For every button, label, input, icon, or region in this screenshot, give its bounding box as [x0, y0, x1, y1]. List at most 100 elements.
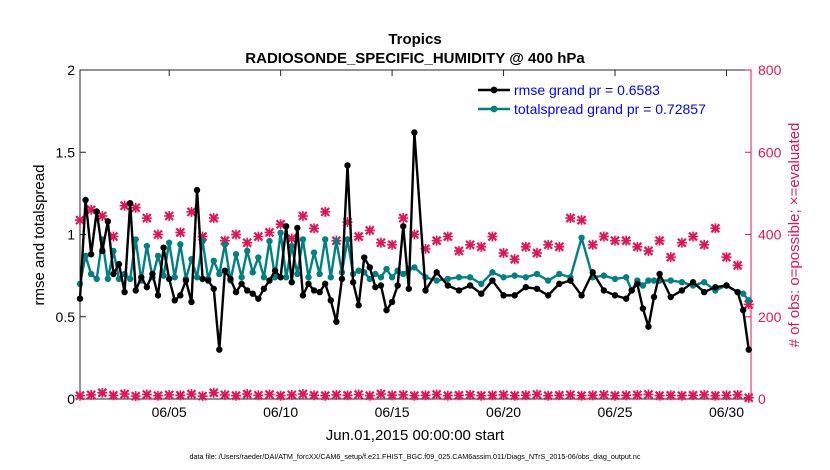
rmse-point [216, 346, 223, 353]
rmse-point [650, 293, 658, 301]
rmse-point [177, 292, 184, 299]
obs-possible-marker [543, 239, 554, 250]
totalspread-point [556, 270, 563, 278]
rmse-point [182, 277, 190, 284]
rmse-point [567, 277, 574, 284]
y-tick-label: 1 [67, 227, 75, 243]
totalspread-point [383, 265, 390, 273]
totalspread-point [160, 272, 167, 279]
rmse-point [232, 288, 240, 296]
obs-possible-marker [621, 235, 632, 246]
y-tick-label: 0.5 [56, 309, 76, 325]
obs-possible-marker [141, 213, 152, 224]
totalspread-point [489, 269, 496, 276]
totalspread-point [639, 282, 647, 289]
obs-evaluated-marker [710, 390, 721, 401]
rmse-point [656, 270, 663, 278]
rmse-point [372, 283, 379, 291]
obs-evaluated-marker [665, 390, 676, 401]
totalspread-point [87, 270, 95, 278]
y-tick-label: 2 [67, 62, 75, 78]
obs-evaluated-marker [119, 389, 130, 400]
rmse-point [700, 288, 708, 296]
legend-rmse-marker [490, 86, 498, 94]
totalspread-point [216, 270, 223, 278]
obs-evaluated-marker [97, 387, 108, 398]
y2-tick-label: 400 [758, 227, 782, 243]
totalspread-point [193, 274, 201, 281]
rmse-point [221, 267, 229, 274]
rmse-point [712, 283, 719, 291]
legend: rmse grand pr = 0.6583 totalspread grand… [473, 79, 745, 119]
y2-tick-label: 600 [758, 144, 782, 160]
rmse-point [589, 269, 596, 276]
totalspread-point [154, 252, 162, 260]
totalspread-point [288, 242, 295, 250]
obs-evaluated-marker [743, 392, 754, 403]
totalspread-point [171, 274, 178, 281]
totalspread-point [165, 239, 173, 246]
rmse-point [478, 290, 485, 297]
rmse-point [294, 224, 301, 232]
totalspread-point [455, 274, 463, 281]
obs-possible-marker [297, 210, 308, 221]
obs-possible-marker [264, 227, 275, 238]
totalspread-point [322, 236, 329, 243]
rmse-point [723, 282, 730, 289]
rmse-point [138, 274, 145, 281]
rmse-point [739, 306, 747, 314]
rmse-point [266, 277, 273, 284]
obs-evaluated-marker [621, 390, 632, 401]
obs-evaluated-marker [409, 390, 420, 401]
totalspread-point [232, 251, 240, 258]
totalspread-point [578, 234, 585, 241]
obs-possible-marker [476, 241, 487, 252]
rmse-point [622, 295, 630, 302]
rmse-point [204, 277, 212, 284]
obs-evaluated-marker [197, 391, 208, 402]
totalspread-point [305, 274, 312, 281]
rmse-point [489, 277, 496, 284]
obs-evaluated-marker [643, 389, 654, 400]
rmse-point [645, 323, 652, 330]
obs-possible-marker [208, 213, 219, 224]
rmse-point [411, 129, 418, 136]
totalspread-point [600, 272, 608, 279]
obs-evaluated-marker [587, 390, 598, 401]
totalspread-point [388, 274, 396, 281]
totalspread-point [255, 254, 262, 261]
rmse-point [400, 223, 407, 230]
rmse-point [171, 297, 178, 304]
rmse-point [455, 287, 463, 294]
y-axis-left: 0 0.5 1 1.5 2 [56, 62, 86, 407]
legend-spread-marker [490, 105, 498, 113]
obs-evaluated-marker [387, 390, 398, 401]
totalspread-point [622, 274, 630, 281]
obs-evaluated-marker [141, 389, 152, 400]
obs-possible-marker [699, 239, 710, 250]
obs-evaluated-marker [476, 390, 487, 401]
obs-possible-marker [576, 215, 587, 226]
rmse-point [422, 287, 429, 294]
rmse-point [283, 223, 290, 230]
obs-possible-marker [520, 241, 531, 252]
totalspread-point [104, 275, 112, 283]
totalspread-point [327, 274, 334, 281]
obs-evaluated-marker [565, 389, 576, 400]
obs-evaluated-marker [186, 389, 197, 400]
rmse-point [149, 270, 156, 278]
obs-evaluated-marker [242, 389, 253, 400]
rmse-point [316, 288, 323, 296]
obs-evaluated-marker [286, 389, 297, 400]
rmse-point [338, 275, 346, 283]
rmse-point [160, 244, 167, 251]
totalspread-point [310, 249, 318, 256]
y2-tick-label: 800 [758, 62, 782, 78]
totalspread-point [745, 297, 752, 304]
rmse-point [344, 162, 351, 169]
rmse-point [628, 287, 635, 294]
totalspread-point [667, 277, 674, 284]
totalspread-point [316, 270, 323, 278]
legend-spread-label: totalspread grand pr = 0.72857 [514, 101, 706, 117]
obs-possible-marker [465, 239, 476, 250]
